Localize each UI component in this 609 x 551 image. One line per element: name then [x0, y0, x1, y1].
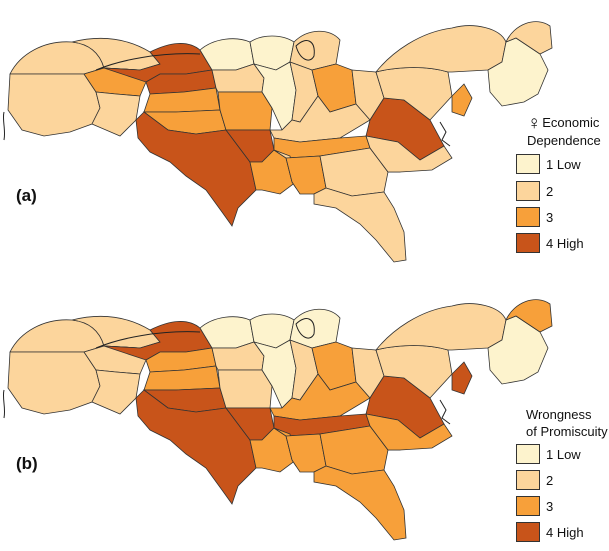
- region-north-carolina: [365, 413, 453, 451]
- legend-item: 4 High: [516, 521, 584, 543]
- legend-label: 1 Low: [546, 156, 581, 172]
- legend-label: 3: [546, 209, 554, 225]
- legend-item: 2: [516, 180, 553, 202]
- region-alabama: [285, 155, 327, 195]
- region-alabama: [285, 433, 327, 473]
- legend-swatch: [516, 522, 540, 542]
- legend-item: 1 Low: [516, 153, 581, 175]
- region-new-jersey: [451, 83, 473, 117]
- region-maine: [505, 21, 553, 55]
- region-new-england: [487, 37, 549, 107]
- panel-label: (a): [16, 186, 37, 205]
- legend-swatch: [516, 181, 540, 201]
- region-california: [7, 73, 101, 137]
- legend-label: 4 High: [546, 235, 584, 251]
- legend-item: 1 Low: [516, 443, 581, 465]
- lake-shape: [295, 40, 315, 61]
- legend-swatch: [516, 496, 540, 516]
- region-florida: [313, 187, 407, 263]
- region-mountain-s: [91, 91, 141, 137]
- legend-title: ♀Economic Dependence: [527, 114, 601, 149]
- legend-item: 3: [516, 495, 553, 517]
- legend-label: 2: [546, 183, 554, 199]
- cartogram-map-b: [2, 299, 553, 541]
- legend-label: 4 High: [546, 524, 584, 540]
- legend-swatch: [516, 233, 540, 253]
- region-missouri: [217, 91, 273, 131]
- region-new-york: [374, 303, 507, 351]
- legend-swatch: [516, 207, 540, 227]
- legend-label: 1 Low: [546, 446, 581, 462]
- legend-swatch: [516, 444, 540, 464]
- legend-title: Wrongness of Promiscuity: [526, 406, 608, 440]
- coastline-detail: [2, 331, 451, 425]
- legend-title-line-2: Dependence: [527, 133, 601, 148]
- legend-item: 4 High: [516, 232, 584, 254]
- region-missouri: [217, 369, 273, 409]
- legend-item: 2: [516, 469, 553, 491]
- legend-title-line-2: of Promiscuity: [526, 424, 608, 439]
- regions-group: [2, 21, 553, 263]
- legend-swatch: [516, 154, 540, 174]
- region-maine: [505, 299, 553, 333]
- legend-item: 3: [516, 206, 553, 228]
- region-florida: [313, 465, 407, 541]
- region-california: [7, 351, 101, 415]
- map-panel-a: (a) ♀Economic Dependence 1 Low 2 3 4 Hig…: [0, 0, 609, 270]
- coastline-detail: [2, 53, 451, 147]
- region-mountain-s: [91, 369, 141, 415]
- cartogram-map-a: [2, 21, 553, 263]
- legend-title-line-1: Economic: [542, 115, 600, 130]
- region-texas: [135, 111, 257, 227]
- region-new-york: [374, 25, 507, 73]
- region-texas: [135, 389, 257, 505]
- region-new-jersey: [451, 361, 473, 395]
- lake-shape: [295, 318, 315, 339]
- female-symbol-icon: ♀: [527, 113, 542, 134]
- map-panel-b: (b) Wrongness of Promiscuity 1 Low 2 3 4…: [0, 278, 609, 551]
- legend-title-line-1: Wrongness: [526, 407, 592, 422]
- regions-group: [2, 299, 553, 541]
- legend-swatch: [516, 470, 540, 490]
- region-north-carolina: [365, 135, 453, 173]
- legend-label: 2: [546, 472, 554, 488]
- legend-label: 3: [546, 498, 554, 514]
- region-new-england: [487, 315, 549, 385]
- panel-label: (b): [16, 454, 38, 473]
